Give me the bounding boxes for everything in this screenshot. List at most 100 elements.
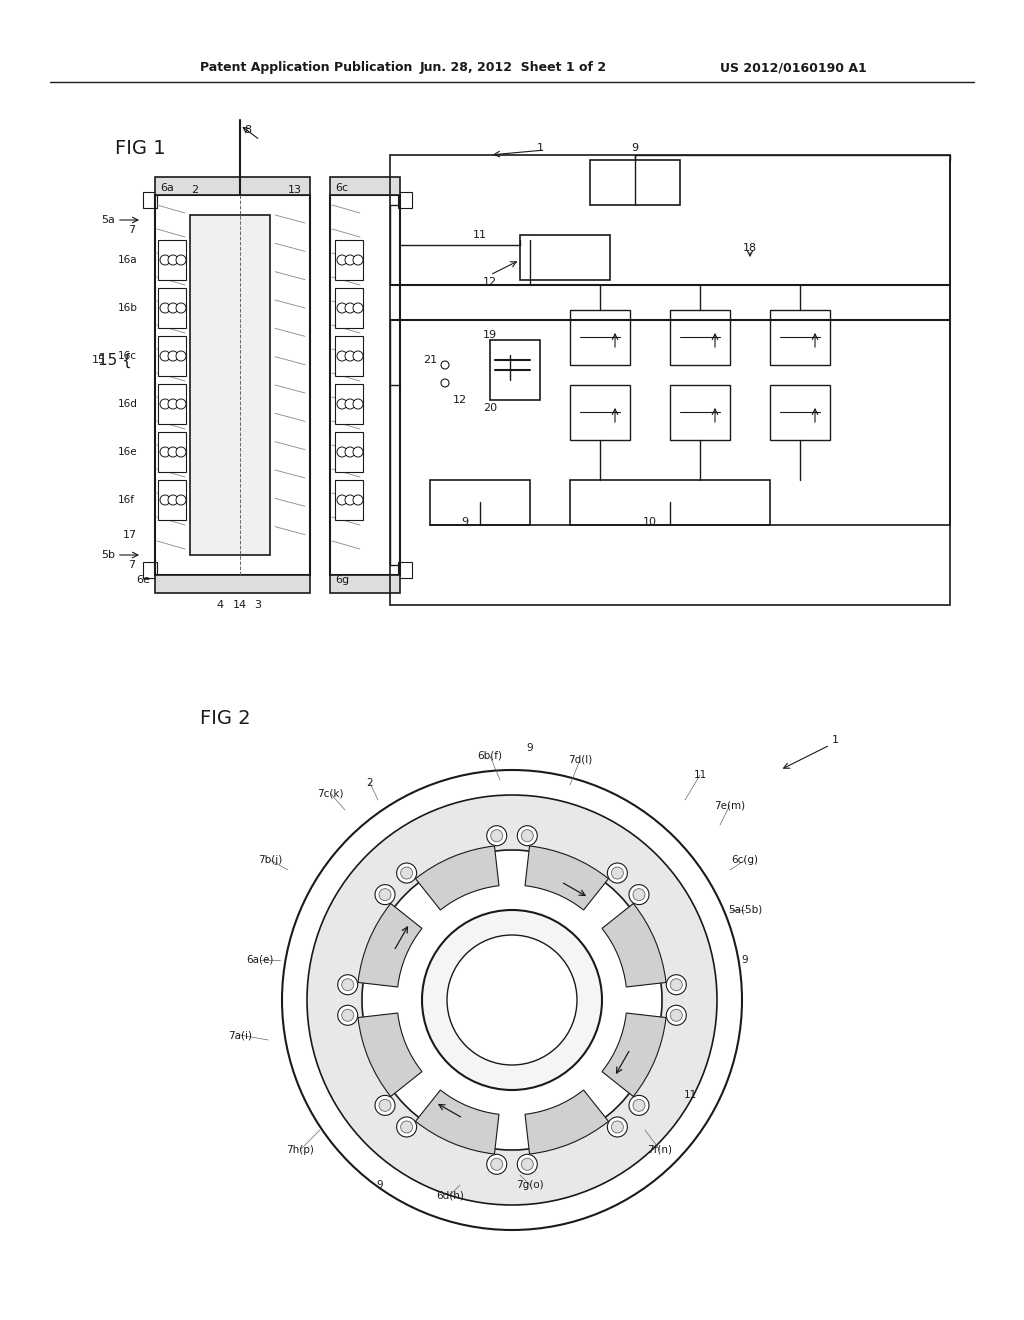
Text: 16c: 16c — [118, 351, 137, 360]
Text: Jun. 28, 2012  Sheet 1 of 2: Jun. 28, 2012 Sheet 1 of 2 — [420, 62, 607, 74]
Circle shape — [176, 447, 186, 457]
Circle shape — [345, 447, 355, 457]
Circle shape — [345, 399, 355, 409]
Bar — [158, 240, 186, 280]
Wedge shape — [358, 903, 422, 987]
Bar — [770, 310, 830, 366]
Circle shape — [160, 255, 170, 265]
Circle shape — [345, 255, 355, 265]
Text: 10: 10 — [643, 517, 657, 527]
Text: 7e(m): 7e(m) — [715, 800, 745, 810]
Circle shape — [379, 1100, 391, 1111]
Circle shape — [176, 399, 186, 409]
Circle shape — [667, 1006, 686, 1026]
Text: 7: 7 — [128, 560, 135, 570]
Text: 6b(f): 6b(f) — [477, 751, 503, 762]
Text: 4: 4 — [216, 601, 223, 610]
Text: 11: 11 — [693, 770, 707, 780]
Text: 13: 13 — [288, 185, 302, 195]
Text: 1: 1 — [537, 143, 544, 153]
Circle shape — [353, 304, 362, 313]
Text: FIG 1: FIG 1 — [115, 139, 166, 157]
Circle shape — [396, 863, 417, 883]
Wedge shape — [525, 846, 608, 909]
Circle shape — [337, 255, 347, 265]
Bar — [520, 235, 610, 280]
Bar — [570, 480, 770, 525]
Bar — [335, 384, 362, 424]
Circle shape — [521, 1158, 534, 1171]
Circle shape — [633, 1100, 645, 1111]
Circle shape — [160, 447, 170, 457]
Bar — [335, 288, 362, 327]
Wedge shape — [602, 903, 666, 987]
Text: 9: 9 — [377, 1180, 383, 1191]
Circle shape — [307, 795, 717, 1205]
Bar — [330, 177, 400, 195]
Text: 2: 2 — [191, 185, 199, 195]
Circle shape — [607, 863, 628, 883]
Text: 6g: 6g — [335, 576, 349, 585]
Circle shape — [337, 447, 347, 457]
Bar — [398, 562, 412, 578]
Bar — [430, 480, 530, 525]
Circle shape — [667, 974, 686, 995]
Circle shape — [176, 351, 186, 360]
Text: 6a(e): 6a(e) — [247, 954, 273, 965]
Circle shape — [611, 1121, 624, 1133]
Circle shape — [490, 830, 503, 842]
Text: +: + — [503, 990, 521, 1010]
Bar — [590, 160, 680, 205]
Text: 18: 18 — [743, 243, 757, 253]
Circle shape — [160, 304, 170, 313]
Circle shape — [375, 884, 395, 904]
Text: 1: 1 — [831, 735, 839, 744]
Circle shape — [607, 1117, 628, 1137]
Bar — [570, 385, 630, 440]
Text: 8: 8 — [245, 125, 252, 135]
Circle shape — [176, 304, 186, 313]
Bar — [158, 480, 186, 520]
Text: 21: 21 — [423, 355, 437, 366]
Circle shape — [441, 379, 449, 387]
Text: 7: 7 — [128, 224, 135, 235]
Text: 7d(l): 7d(l) — [568, 755, 592, 766]
Circle shape — [342, 978, 353, 991]
Circle shape — [176, 495, 186, 506]
Circle shape — [353, 399, 362, 409]
Text: 5b: 5b — [101, 550, 115, 560]
Text: Patent Application Publication: Patent Application Publication — [200, 62, 413, 74]
Wedge shape — [416, 846, 499, 909]
Circle shape — [176, 255, 186, 265]
Bar — [158, 288, 186, 327]
Bar — [770, 385, 830, 440]
Text: 20: 20 — [483, 403, 497, 413]
Bar — [490, 341, 540, 400]
Circle shape — [353, 351, 362, 360]
Circle shape — [362, 850, 662, 1150]
Circle shape — [353, 255, 362, 265]
Circle shape — [379, 888, 391, 900]
Wedge shape — [525, 1090, 608, 1154]
Circle shape — [337, 495, 347, 506]
Text: 9: 9 — [526, 743, 534, 752]
Circle shape — [633, 888, 645, 900]
Text: 6e: 6e — [136, 576, 150, 585]
Circle shape — [629, 884, 649, 904]
Bar — [330, 576, 400, 593]
Text: 16d: 16d — [118, 399, 138, 409]
Text: 12: 12 — [453, 395, 467, 405]
Text: 9: 9 — [741, 954, 749, 965]
Bar — [143, 562, 157, 578]
Circle shape — [486, 1154, 507, 1175]
Text: 7h(p): 7h(p) — [286, 1144, 314, 1155]
Text: 11: 11 — [683, 1090, 696, 1100]
Circle shape — [160, 495, 170, 506]
Bar — [155, 177, 310, 195]
Circle shape — [168, 447, 178, 457]
Circle shape — [671, 1010, 682, 1022]
Circle shape — [345, 304, 355, 313]
Circle shape — [338, 1006, 357, 1026]
Text: 6c(g): 6c(g) — [731, 855, 759, 865]
Text: 3: 3 — [255, 601, 261, 610]
